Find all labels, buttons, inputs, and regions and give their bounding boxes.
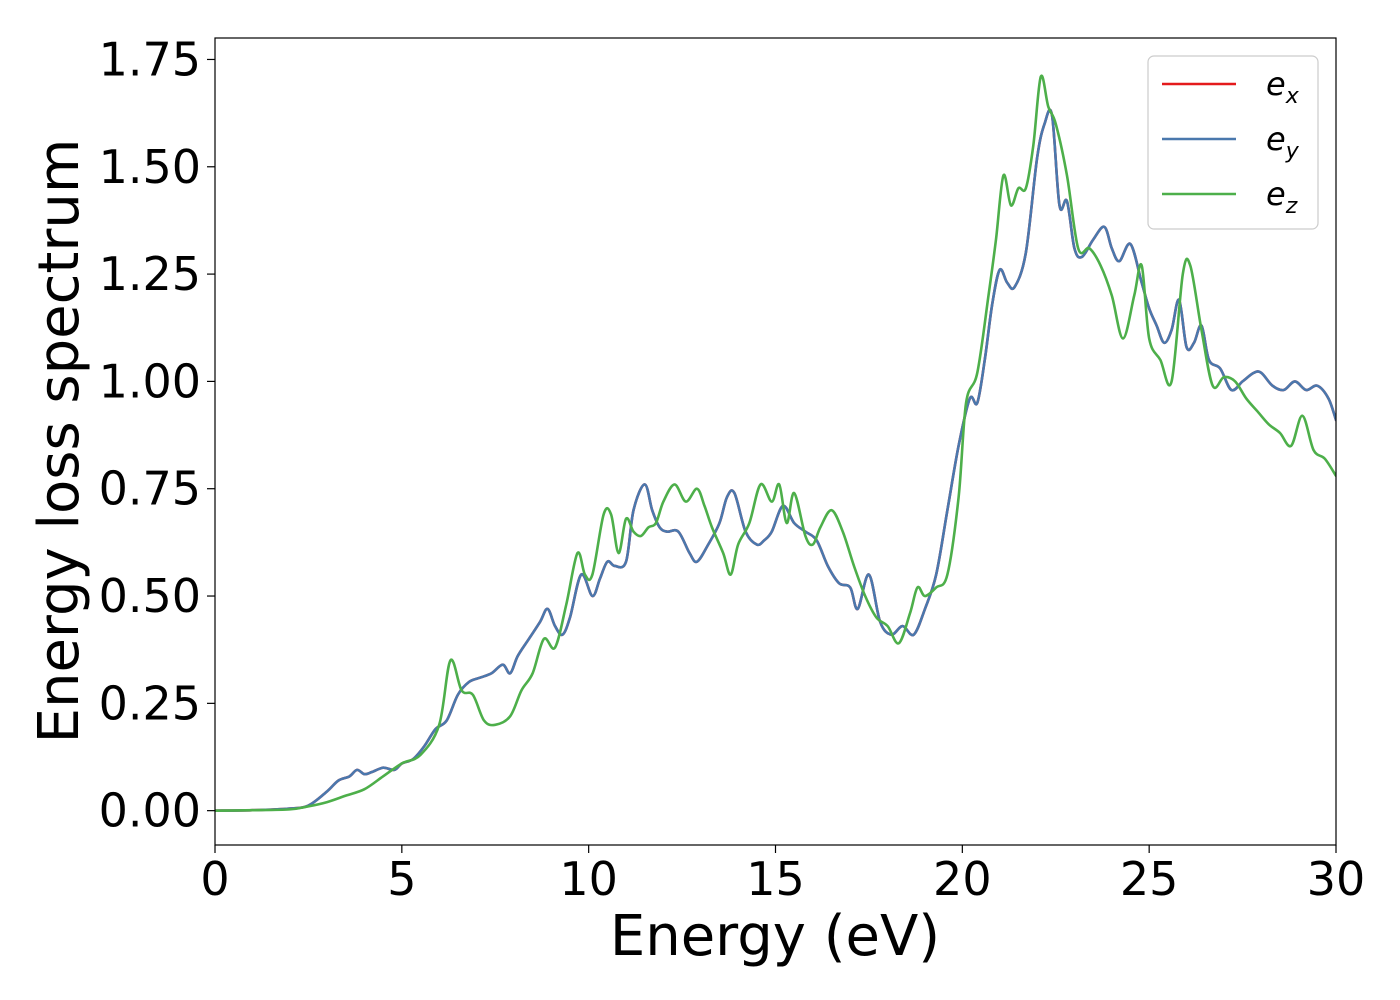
x-tick-label: 0 — [200, 852, 229, 906]
series-layer — [215, 74, 1336, 812]
y-axis: 0.00 0.25 0.50 0.75 1.00 1.25 1.50 1.75 — [99, 32, 215, 838]
y-tick-label: 0.25 — [99, 676, 201, 730]
series-line-ez — [215, 74, 1336, 812]
x-axis: 0 5 10 15 20 25 30 — [200, 845, 1365, 906]
y-tick-label: 0.50 — [99, 569, 201, 623]
x-tick-label: 15 — [746, 852, 805, 906]
x-tick-label: 10 — [559, 852, 618, 906]
x-tick-label: 30 — [1307, 852, 1366, 906]
x-tick-label: 5 — [387, 852, 416, 906]
legend-box — [1147, 55, 1319, 230]
y-tick-label: 0.00 — [99, 784, 201, 838]
y-tick-label: 1.00 — [99, 354, 201, 408]
legend: ex ey ez — [1147, 55, 1319, 230]
x-tick-label: 25 — [1120, 852, 1179, 906]
series-line-ey — [215, 108, 1336, 812]
y-axis-label: Energy loss spectrum — [27, 139, 92, 744]
y-tick-label: 1.50 — [99, 140, 201, 194]
y-tick-label: 1.25 — [99, 247, 201, 301]
legend-label-ex: ex — [1266, 65, 1300, 109]
x-tick-label: 20 — [933, 852, 992, 906]
legend-label-ez: ez — [1266, 175, 1298, 219]
legend-label-ey: ey — [1266, 120, 1300, 164]
y-tick-label: 0.75 — [99, 462, 201, 516]
y-tick-label: 1.75 — [99, 32, 201, 86]
x-axis-label: Energy (eV) — [610, 904, 940, 969]
